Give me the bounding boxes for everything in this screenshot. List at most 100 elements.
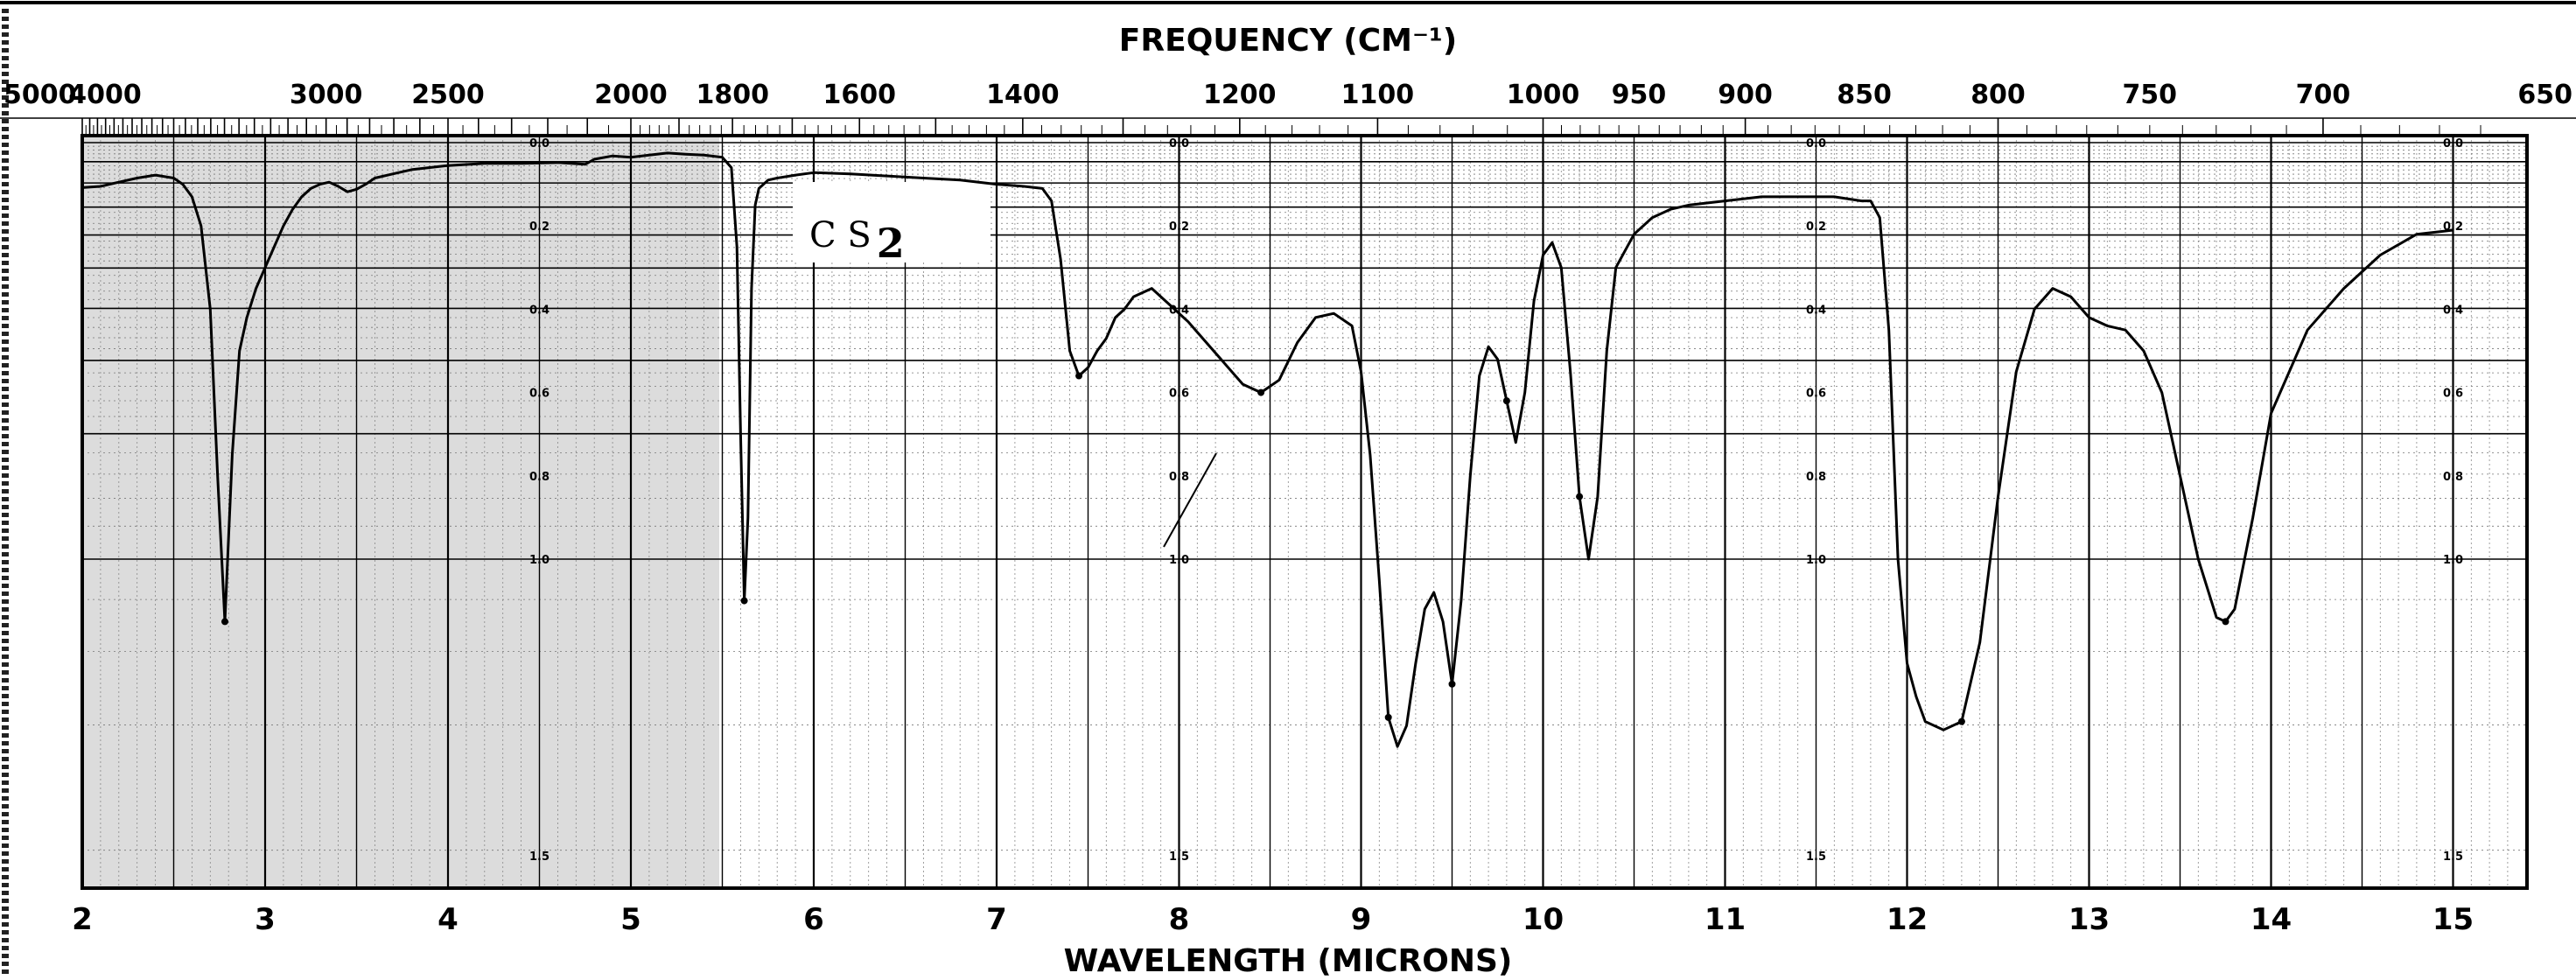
- paper-perforation: [2, 796, 9, 801]
- paper-perforation: [2, 332, 9, 336]
- absorbance-label: 0.8: [1806, 471, 1826, 484]
- paper-perforation: [2, 72, 9, 76]
- paper-perforation: [2, 505, 9, 509]
- paper-perforation: [2, 906, 9, 911]
- paper-perforation: [2, 536, 9, 541]
- paper-perforation: [2, 119, 9, 123]
- paper-perforation: [2, 851, 9, 856]
- peak-mark: [1448, 680, 1456, 688]
- wavelength-tick-label: 4: [438, 902, 458, 937]
- peak-mark: [1075, 372, 1083, 380]
- paper-perforation: [2, 292, 9, 297]
- paper-perforation: [2, 954, 9, 958]
- paper-perforation: [2, 166, 9, 171]
- paper-perforation: [2, 962, 9, 966]
- compound-label-box: [793, 182, 990, 262]
- wavelength-tick-labels: 2 3 4 5 6 7 8 9 10 11 12 13 14 15: [72, 902, 2474, 937]
- paper-perforation: [2, 103, 9, 108]
- annotation-arrow: [1163, 452, 1217, 548]
- paper-perforation: [2, 237, 9, 242]
- frequency-tick-label: 950: [1612, 80, 1667, 110]
- paper-perforation: [2, 32, 9, 37]
- absorbance-label: 0.2: [1169, 220, 1189, 234]
- peak-marks: [221, 372, 2230, 725]
- peak-mark: [740, 597, 748, 605]
- paper-perforation: [2, 670, 9, 675]
- paper-perforation: [2, 442, 9, 446]
- absorbance-label: 0.2: [529, 220, 550, 234]
- paper-perforation: [2, 56, 9, 60]
- paper-perforation: [2, 355, 9, 360]
- absorbance-label: 1.0: [529, 554, 550, 567]
- absorbance-label: 0.6: [1169, 388, 1189, 401]
- absorbance-label: 1.5: [1169, 850, 1189, 864]
- absorbance-labels: 0.0 0.2 0.4 0.6 0.8 1.0 1.5 0.0 0.2 0.4 0.6 0.8 1.0 1…: [529, 137, 2463, 864]
- paper-perforation: [2, 229, 9, 234]
- paper-perforation: [2, 757, 9, 761]
- paper-perforation: [2, 970, 9, 974]
- frequency-tick-label: 1800: [696, 80, 769, 110]
- paper-perforation: [2, 560, 9, 564]
- paper-perforation: [2, 198, 9, 202]
- paper-perforation: [2, 946, 9, 950]
- paper-perforation: [2, 245, 9, 249]
- frequency-tick-label: 800: [1970, 80, 2026, 110]
- paper-perforation: [2, 379, 9, 383]
- paper-perforation: [2, 40, 9, 45]
- paper-perforation: [2, 9, 9, 13]
- paper-perforation: [2, 891, 9, 895]
- absorbance-label: 0.6: [2443, 388, 2463, 401]
- paper-perforation: [2, 276, 9, 281]
- absorbance-label: 1.5: [529, 850, 550, 864]
- paper-perforation: [2, 686, 9, 690]
- grid-shaded-region: [82, 136, 719, 888]
- frequency-tick-label: 3000: [290, 80, 363, 110]
- paper-perforation: [2, 647, 9, 651]
- paper-perforation: [2, 718, 9, 722]
- grid-major-lines: [80, 136, 2527, 888]
- absorbance-label: 0.0: [1806, 137, 1826, 150]
- paper-perforation: [2, 458, 9, 462]
- paper-perforation: [2, 450, 9, 454]
- wavelength-axis-title: WAVELENGTH (MICRONS): [1064, 943, 1513, 979]
- paper-perforation: [2, 552, 9, 556]
- paper-perforation: [2, 24, 9, 29]
- wavelength-tick-label: 7: [986, 902, 1007, 937]
- paper-perforation: [2, 765, 9, 769]
- paper-perforation: [2, 592, 9, 596]
- paper-perforation: [2, 17, 9, 21]
- paper-perforation: [2, 599, 9, 604]
- paper-perforation: [2, 300, 9, 304]
- peak-mark: [1957, 718, 1965, 725]
- paper-perforation: [2, 347, 9, 352]
- frequency-tick-label: 650: [2517, 80, 2572, 110]
- paper-perforation: [2, 174, 9, 178]
- paper-perforation: [2, 418, 9, 423]
- paper-perforation: [2, 80, 9, 84]
- paper-perforation: [2, 221, 9, 226]
- paper-perforation: [2, 654, 9, 659]
- frequency-tick-label: 2500: [411, 80, 485, 110]
- paper-perforation: [2, 127, 9, 131]
- chart-paper-edge: [2, 9, 9, 974]
- paper-perforation: [2, 639, 9, 643]
- paper-perforation: [2, 710, 9, 714]
- plot-frame: [80, 134, 2529, 890]
- peak-mark: [1384, 713, 1392, 721]
- paper-perforation: [2, 899, 9, 903]
- wavelength-tick-label: 2: [72, 902, 93, 937]
- wavelength-tick-label: 5: [620, 902, 641, 937]
- paper-perforation: [2, 828, 9, 832]
- wavelength-tick-label: 3: [255, 902, 276, 937]
- peak-mark: [221, 618, 229, 626]
- paper-perforation: [2, 733, 9, 738]
- paper-perforation: [2, 64, 9, 68]
- paper-perforation: [2, 694, 9, 698]
- paper-perforation: [2, 615, 9, 620]
- frequency-tick-label: 4000: [68, 80, 142, 110]
- paper-perforation: [2, 410, 9, 415]
- absorbance-label: 0.8: [1169, 471, 1189, 484]
